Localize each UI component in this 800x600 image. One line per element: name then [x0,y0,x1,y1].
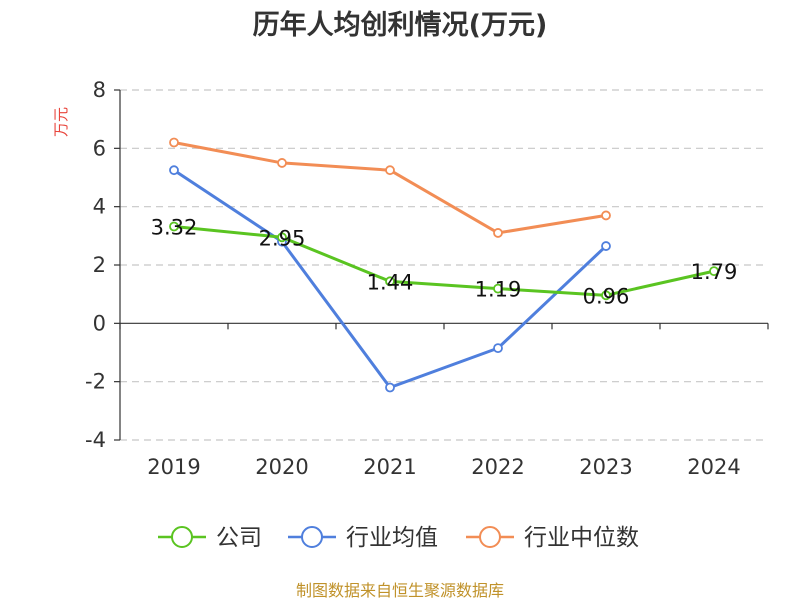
label-layer: 3.32 2.95 1.44 1.19 0.96 1.79 [151,216,738,309]
series-1-point-3 [493,343,503,354]
legend-label-1: 行业均值 [346,525,438,551]
data-label-4: 0.96 [583,284,630,308]
x-tick-label-1: 2020 [255,455,308,479]
series-1-point-4 [601,241,611,251]
series-line-0 [173,225,715,297]
y-tick-label-4: 4 [93,195,106,219]
series-layer [169,137,719,393]
series-0-point-1 [277,232,287,243]
x-tick-label-2: 2021 [363,455,416,479]
series-1-point-2 [385,382,395,393]
series-line-2 [173,141,607,235]
series-0-point-0 [169,221,179,232]
x-tick-label-5: 2024 [687,455,740,479]
x-tick-label-4: 2023 [579,455,632,479]
legend-marker-1 [301,526,323,548]
data-label-2: 1.44 [367,270,414,294]
data-label-0: 3.32 [151,216,198,240]
data-label-3: 1.19 [475,278,522,302]
chart-title: 历年人均创利情况(万元) [253,9,548,41]
data-label-5: 1.79 [691,260,738,284]
series-2-point-4 [601,210,611,221]
series-2-point-1 [277,158,287,168]
legend-label-0: 公司 [216,525,262,551]
series-0-point-2 [385,276,395,287]
series-0-point-4 [601,290,611,301]
data-label-1: 2.95 [259,226,306,250]
legend-marker-2 [479,526,501,548]
series-2-point-0 [169,137,179,148]
x-tick-label-3: 2022 [471,455,524,479]
legend-marker-0 [171,526,193,548]
source-note: 制图数据来自恒生聚源数据库 [296,581,504,600]
series-2-point-3 [493,228,503,238]
y-tick-label-2: 0 [93,311,106,335]
x-tick-label-0: 2019 [147,455,200,479]
legend-label-2: 行业中位数 [524,525,639,551]
legend: 公司 行业均值 行业中位数 [158,525,639,551]
y-axis-label: 万元 [52,107,70,137]
y-tick-label-3: 2 [93,253,106,277]
series-2-point-2 [385,165,395,176]
series-1-point-0 [169,165,179,176]
axis-layer: -4 -2 0 2 4 6 8 2019 2020 2021 2022 2023 2024 [85,78,769,479]
series-0-point-3 [493,283,503,294]
series-0-point-5 [709,266,719,277]
grid-layer [120,89,768,441]
y-tick-label-6: 8 [93,78,106,102]
y-tick-label-1: -2 [85,370,106,394]
y-tick-label-0: -4 [85,428,106,452]
y-tick-label-5: 6 [93,136,106,160]
